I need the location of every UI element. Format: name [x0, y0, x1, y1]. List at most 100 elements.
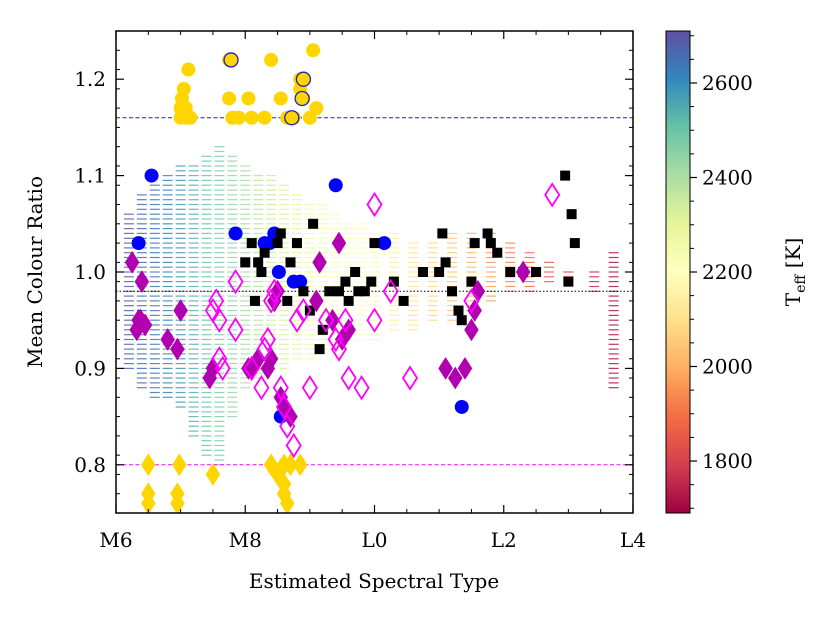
model-grid-point [343, 247, 354, 249]
model-grid-point [201, 170, 212, 172]
data-point [240, 257, 251, 268]
model-grid-point [214, 203, 225, 206]
model-grid-point [505, 261, 516, 263]
model-grid-point [188, 363, 199, 365]
model-grid-point [317, 242, 328, 244]
model-grid-point [505, 281, 516, 283]
model-grid-point [369, 290, 380, 292]
model-grid-point [214, 213, 225, 215]
model-grid-point [214, 160, 225, 162]
model-grid-point [214, 324, 225, 326]
reference-lines [116, 117, 633, 466]
data-point [434, 267, 445, 277]
model-grid-point [266, 261, 277, 263]
model-grid-point [123, 348, 134, 350]
model-grid-point [214, 425, 225, 427]
model-grid-point [214, 420, 225, 422]
model-grid-point [291, 334, 302, 336]
model-grid-point [227, 348, 238, 350]
model-grid-point [317, 305, 328, 307]
data-point [398, 295, 409, 306]
model-grid-column [123, 213, 134, 369]
data-point [293, 274, 308, 289]
model-grid-point [188, 406, 199, 408]
model-grid-point [608, 285, 619, 288]
model-grid-point [524, 261, 535, 263]
model-grid-point [279, 247, 289, 249]
model-grid-point [356, 305, 367, 307]
model-grid-point [188, 199, 199, 201]
data-point [340, 365, 357, 391]
model-grid-point [240, 218, 251, 220]
model-grid-point [447, 247, 458, 249]
model-grid-point [253, 203, 264, 206]
model-grid-point [123, 285, 134, 288]
model-grid-point [240, 247, 251, 249]
model-grid-point [240, 237, 251, 239]
model-grid-point [149, 305, 160, 307]
model-grid-point [369, 300, 380, 302]
x-tick-label: L4 [620, 528, 646, 552]
model-grid-point [466, 252, 477, 254]
model-grid-point [214, 179, 225, 181]
model-grid-point [304, 276, 315, 278]
model-grid-point [485, 266, 496, 268]
model-grid-point [227, 314, 238, 316]
model-grid-point [240, 377, 251, 379]
model-grid-point [123, 329, 134, 331]
model-grid-point [188, 261, 199, 263]
model-grid-point [524, 285, 535, 288]
model-grid-point [227, 247, 238, 249]
model-grid-point [608, 358, 619, 360]
model-grid-point [227, 406, 238, 408]
model-grid-point [201, 305, 212, 307]
model-grid-point [123, 367, 134, 369]
model-grid-point [317, 281, 328, 283]
model-grid-point [227, 338, 238, 341]
model-grid-point [608, 252, 619, 254]
model-grid-point [317, 208, 328, 210]
model-grid-point [136, 208, 147, 210]
model-grid-point [123, 242, 134, 244]
model-grid-point [253, 194, 264, 196]
model-grid-point [188, 208, 199, 210]
model-grid-point [214, 256, 225, 259]
model-grid-point [291, 324, 302, 326]
model-grid-point [608, 276, 619, 278]
model-grid-point [136, 382, 147, 384]
model-grid-point [266, 314, 277, 316]
model-grid-point [214, 387, 225, 389]
model-grid-point [279, 203, 289, 206]
model-grid-point [227, 223, 238, 225]
model-grid-point [136, 194, 147, 196]
model-grid-point [227, 411, 238, 413]
model-grid-point [149, 252, 160, 254]
model-grid-point [240, 203, 251, 206]
model-grid-point [149, 189, 160, 191]
data-point [288, 307, 306, 333]
model-grid-point [408, 314, 419, 316]
model-grid-point [227, 252, 238, 254]
model-grid-point [201, 290, 212, 292]
model-grid-point [388, 329, 399, 331]
data-point [464, 318, 479, 342]
data-point [279, 491, 295, 513]
model-grid-point [369, 266, 380, 268]
data-point [275, 394, 293, 420]
model-grid-point [304, 358, 315, 360]
model-grid-point [279, 367, 289, 369]
data-point [366, 307, 383, 333]
model-grid-point [136, 203, 147, 206]
model-grid-point [162, 179, 173, 181]
model-grid-point [149, 334, 160, 336]
model-grid-point [175, 237, 186, 239]
model-grid-point [175, 208, 186, 210]
colorbar-tick-label: 2600 [702, 71, 753, 95]
model-grid-point [505, 247, 516, 249]
model-grid-point [253, 377, 264, 379]
model-grid-point [291, 203, 302, 206]
model-grid-point [201, 160, 212, 162]
model-grid-point [188, 237, 199, 239]
model-grid-point [123, 358, 134, 360]
model-grid-point [214, 338, 225, 341]
